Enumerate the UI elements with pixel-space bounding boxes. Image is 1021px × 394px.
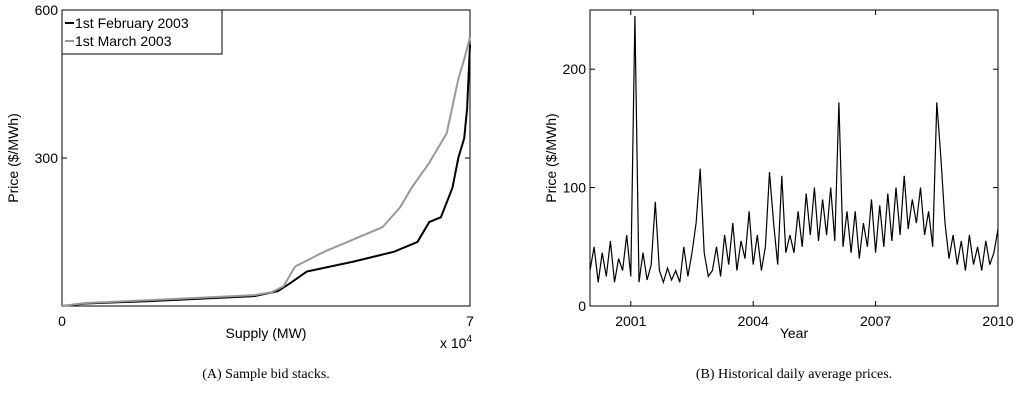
x-tick-label: 7 [466, 313, 474, 329]
legend-label: 1st March 2003 [75, 33, 172, 49]
x-tick-label: 2004 [738, 313, 769, 329]
x-axis-label: Supply (MW) [226, 325, 307, 341]
x-tick-label: 2010 [982, 313, 1013, 329]
series-line [61, 36, 471, 307]
y-axis-label: Price ($/MWh) [5, 113, 21, 202]
plot-frame [589, 9, 999, 307]
y-axis-label: Price ($/MWh) [543, 113, 559, 202]
y-tick-label: 300 [35, 150, 59, 166]
series-line [589, 15, 999, 285]
legend-label: 1st February 2003 [75, 15, 189, 31]
x-axis-label: Year [780, 325, 809, 341]
axis-multiplier: x 104 [440, 334, 472, 351]
caption: (B) Historical daily average prices. [696, 367, 892, 382]
x-tick-label: 2007 [860, 313, 891, 329]
caption: (A) Sample bid stacks. [202, 367, 330, 382]
multiplier-base: x 10 [440, 335, 467, 351]
x-tick-label: 2001 [615, 313, 646, 329]
series-line [61, 44, 471, 307]
y-tick-label: 200 [563, 61, 587, 77]
y-tick-label: 0 [578, 298, 586, 314]
y-tick-label: 600 [35, 2, 59, 18]
legend-box [61, 9, 223, 55]
y-tick-label: 100 [563, 180, 587, 196]
x-tick-label: 0 [58, 313, 66, 329]
multiplier-exponent: 4 [466, 334, 472, 345]
